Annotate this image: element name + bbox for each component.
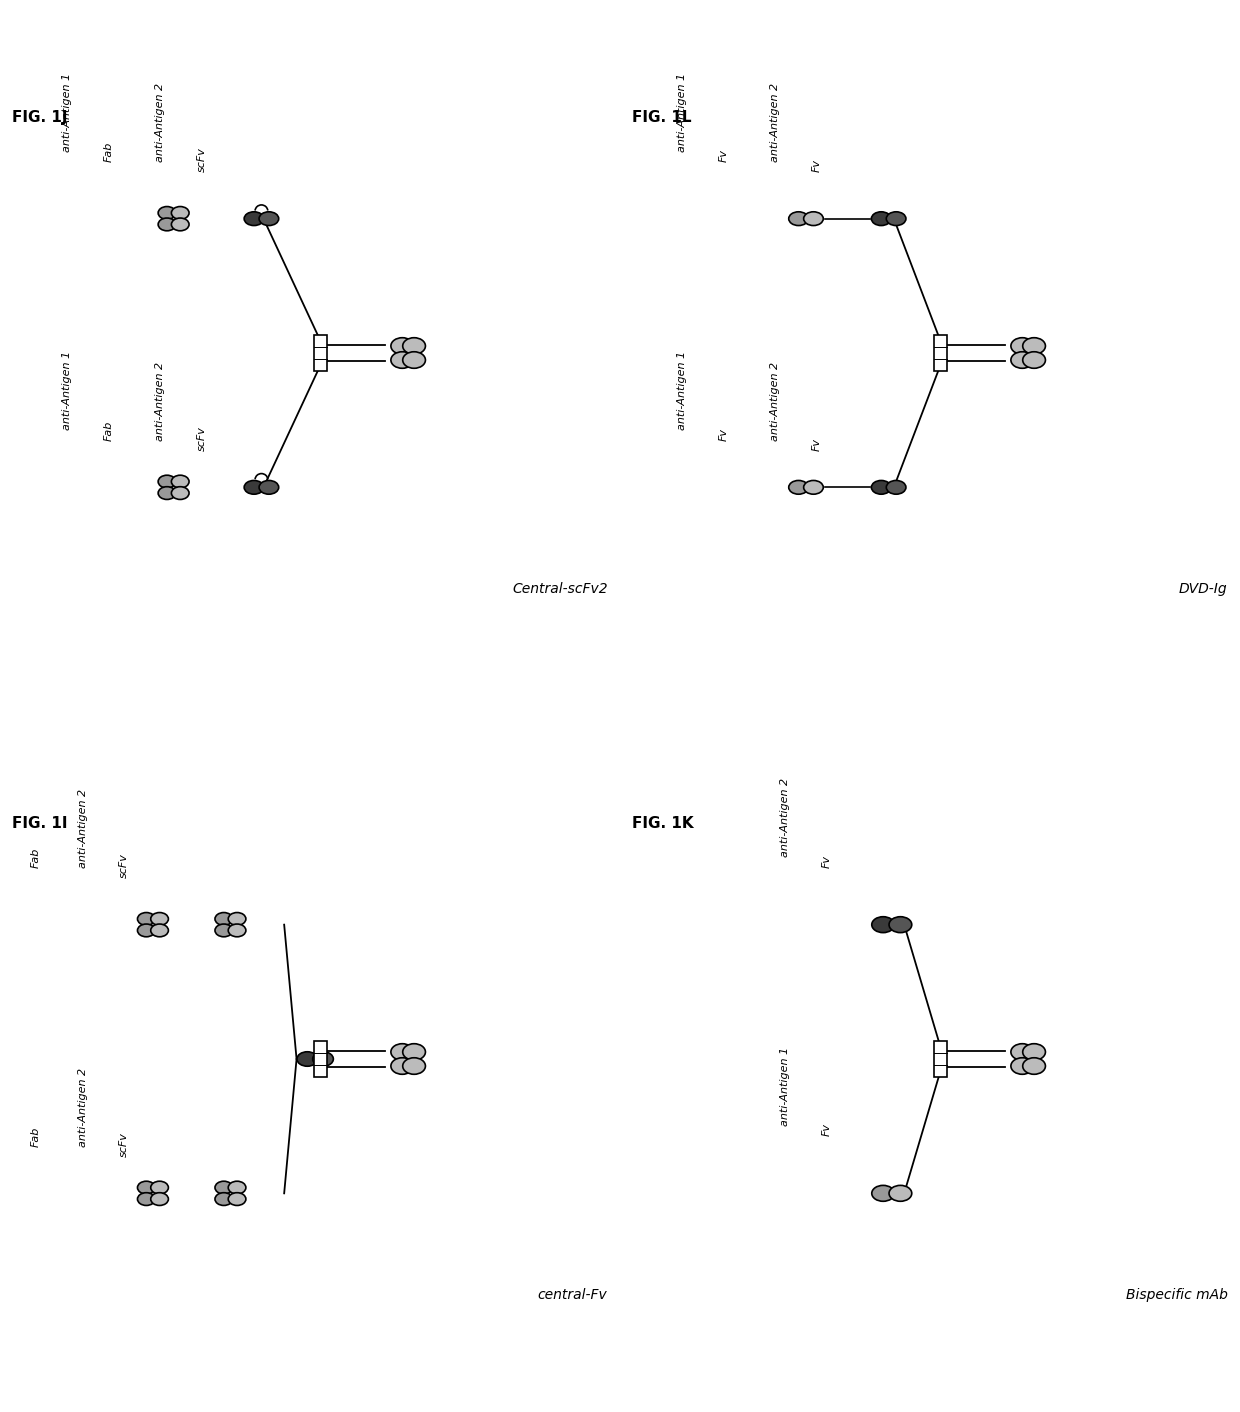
Ellipse shape (159, 487, 176, 500)
Text: anti-Antigen 2: anti-Antigen 2 (155, 83, 165, 162)
Bar (314, 335, 326, 371)
Text: Fab: Fab (31, 1127, 41, 1147)
Ellipse shape (789, 480, 808, 494)
Ellipse shape (138, 1193, 155, 1206)
Text: DVD-Ig: DVD-Ig (1179, 582, 1228, 596)
Ellipse shape (159, 206, 176, 219)
Ellipse shape (804, 212, 823, 226)
Text: scFv: scFv (196, 147, 207, 172)
Ellipse shape (215, 923, 233, 936)
Text: anti-Antigen 1: anti-Antigen 1 (62, 352, 72, 431)
Ellipse shape (159, 476, 176, 489)
Ellipse shape (171, 206, 188, 219)
Ellipse shape (151, 923, 169, 936)
Ellipse shape (403, 352, 425, 369)
Ellipse shape (1023, 352, 1045, 369)
Text: anti-Antigen 1: anti-Antigen 1 (677, 352, 687, 431)
Text: Fab: Fab (103, 141, 114, 162)
Ellipse shape (171, 217, 188, 230)
Ellipse shape (403, 1058, 425, 1075)
Text: Fv: Fv (822, 1124, 832, 1137)
Ellipse shape (215, 1193, 233, 1206)
Ellipse shape (1011, 1058, 1034, 1075)
Text: Fv: Fv (811, 438, 821, 452)
Bar (314, 1041, 326, 1077)
Ellipse shape (138, 923, 155, 936)
Ellipse shape (171, 487, 188, 500)
Ellipse shape (138, 1182, 155, 1195)
Ellipse shape (889, 916, 911, 932)
Ellipse shape (403, 337, 425, 354)
Text: Fab: Fab (31, 847, 41, 868)
Ellipse shape (159, 217, 176, 230)
Ellipse shape (228, 1182, 246, 1195)
Ellipse shape (403, 1043, 425, 1060)
Ellipse shape (215, 912, 233, 925)
Ellipse shape (228, 923, 246, 936)
Ellipse shape (312, 1052, 334, 1066)
Ellipse shape (872, 480, 892, 494)
Ellipse shape (244, 212, 264, 226)
Ellipse shape (391, 1058, 414, 1075)
Ellipse shape (872, 1186, 894, 1202)
Text: Fv: Fv (718, 428, 728, 441)
Ellipse shape (215, 1182, 233, 1195)
Ellipse shape (872, 916, 894, 932)
Text: anti-Antigen 1: anti-Antigen 1 (677, 72, 687, 151)
Text: Bispecific mAb: Bispecific mAb (1126, 1288, 1228, 1302)
Ellipse shape (789, 212, 808, 226)
Ellipse shape (298, 1052, 317, 1066)
Text: central-Fv: central-Fv (538, 1288, 608, 1302)
Text: Fv: Fv (718, 148, 728, 162)
Ellipse shape (887, 212, 906, 226)
Ellipse shape (1011, 352, 1034, 369)
Text: anti-Antigen 2: anti-Antigen 2 (770, 83, 780, 162)
Ellipse shape (151, 1182, 169, 1195)
Text: Fab: Fab (103, 421, 114, 441)
Ellipse shape (1011, 337, 1034, 354)
Text: anti-Antigen 1: anti-Antigen 1 (780, 1048, 790, 1127)
Ellipse shape (872, 212, 892, 226)
Ellipse shape (887, 480, 906, 494)
Text: anti-Antigen 1: anti-Antigen 1 (62, 72, 72, 151)
Text: scFv: scFv (196, 426, 207, 452)
Text: anti-Antigen 2: anti-Antigen 2 (78, 1067, 88, 1147)
Ellipse shape (889, 1186, 911, 1202)
Ellipse shape (228, 912, 246, 925)
Bar (934, 1041, 946, 1077)
Ellipse shape (259, 480, 279, 494)
Text: anti-Antigen 2: anti-Antigen 2 (770, 361, 780, 441)
Ellipse shape (151, 912, 169, 925)
Text: Fv: Fv (822, 854, 832, 868)
Text: anti-Antigen 2: anti-Antigen 2 (780, 778, 790, 857)
Text: scFv: scFv (119, 1132, 129, 1158)
Text: FIG. 1L: FIG. 1L (632, 110, 692, 126)
Bar (934, 335, 946, 371)
Ellipse shape (1011, 1043, 1034, 1060)
Text: anti-Antigen 2: anti-Antigen 2 (155, 361, 165, 441)
Text: Central-scFv2: Central-scFv2 (512, 582, 608, 596)
Ellipse shape (1023, 337, 1045, 354)
Text: FIG. 1I: FIG. 1I (12, 816, 68, 832)
Text: FIG. 1K: FIG. 1K (632, 816, 694, 832)
Text: Fv: Fv (811, 160, 821, 172)
Ellipse shape (228, 1193, 246, 1206)
Text: FIG. 1J: FIG. 1J (12, 110, 68, 126)
Ellipse shape (151, 1193, 169, 1206)
Text: scFv: scFv (119, 853, 129, 878)
Ellipse shape (244, 480, 264, 494)
Ellipse shape (171, 476, 188, 489)
Ellipse shape (138, 912, 155, 925)
Ellipse shape (804, 480, 823, 494)
Ellipse shape (391, 1043, 414, 1060)
Text: anti-Antigen 2: anti-Antigen 2 (78, 789, 88, 868)
Ellipse shape (391, 352, 414, 369)
Ellipse shape (391, 337, 414, 354)
Ellipse shape (1023, 1058, 1045, 1075)
Ellipse shape (1023, 1043, 1045, 1060)
Ellipse shape (259, 212, 279, 226)
